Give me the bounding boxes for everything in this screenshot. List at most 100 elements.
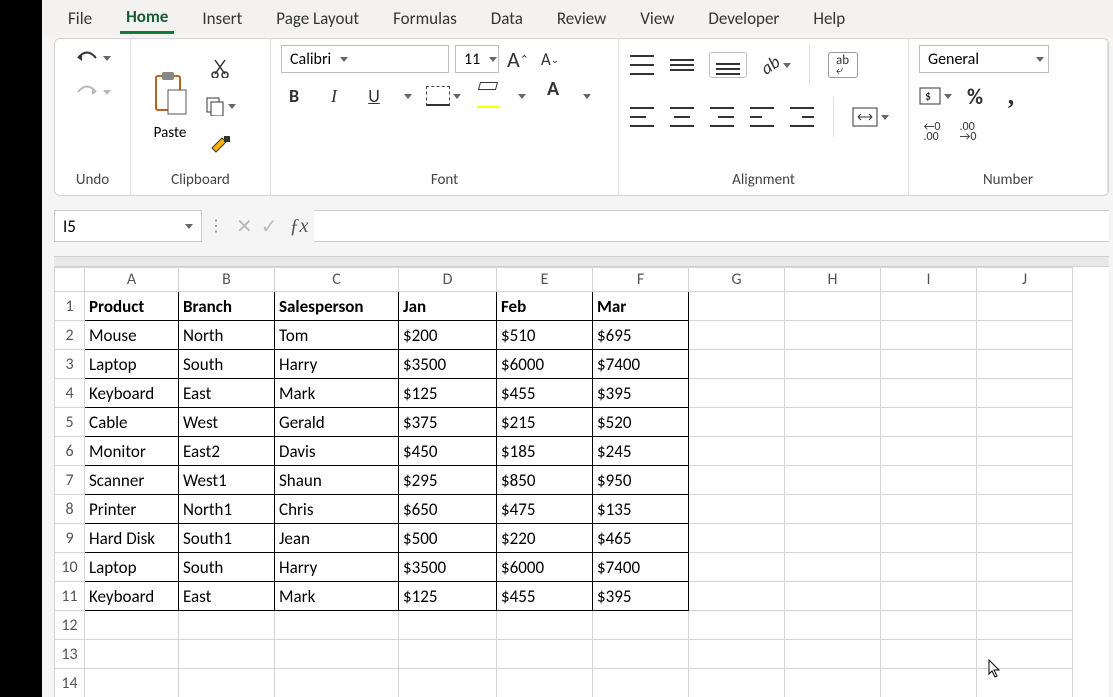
cell-B2[interactable]: North (179, 321, 275, 350)
cell-D5[interactable]: $375 (399, 408, 497, 437)
col-header-I[interactable]: I (881, 268, 977, 292)
menu-view[interactable]: View (634, 4, 680, 33)
cell-H8[interactable] (785, 495, 881, 524)
cell-B13[interactable] (179, 640, 275, 669)
redo-button[interactable] (74, 79, 111, 105)
cell-G1[interactable] (689, 292, 785, 321)
cell-E7[interactable]: $850 (497, 466, 593, 495)
cell-B1[interactable]: Branch (179, 292, 275, 321)
cell-I3[interactable] (881, 350, 977, 379)
accept-formula-icon[interactable]: ✓ (261, 214, 278, 239)
cell-G14[interactable] (689, 669, 785, 697)
row-header-4[interactable]: 4 (55, 379, 85, 408)
cell-G5[interactable] (689, 408, 785, 437)
cell-E10[interactable]: $6000 (497, 553, 593, 582)
align-left-button[interactable] (629, 104, 655, 130)
cell-G12[interactable] (689, 611, 785, 640)
cell-B3[interactable]: South (179, 350, 275, 379)
cell-G8[interactable] (689, 495, 785, 524)
cell-G11[interactable] (689, 582, 785, 611)
cell-E9[interactable]: $220 (497, 524, 593, 553)
cell-J9[interactable] (977, 524, 1073, 553)
cell-E2[interactable]: $510 (497, 321, 593, 350)
menu-file[interactable]: File (62, 4, 98, 33)
menu-insert[interactable]: Insert (196, 4, 248, 33)
cell-D11[interactable]: $125 (399, 582, 497, 611)
row-header-8[interactable]: 8 (55, 495, 85, 524)
row-header-7[interactable]: 7 (55, 466, 85, 495)
cell-A13[interactable] (85, 640, 179, 669)
cut-button[interactable] (208, 55, 234, 81)
cell-F8[interactable]: $135 (593, 495, 689, 524)
cell-A8[interactable]: Printer (85, 495, 179, 524)
paste-button[interactable]: Paste (141, 70, 199, 142)
menu-page-layout[interactable]: Page Layout (270, 4, 365, 33)
col-header-F[interactable]: F (593, 268, 689, 292)
cell-H14[interactable] (785, 669, 881, 697)
cell-B7[interactable]: West1 (179, 466, 275, 495)
cell-F11[interactable]: $395 (593, 582, 689, 611)
col-header-C[interactable]: C (275, 268, 399, 292)
cell-A12[interactable] (85, 611, 179, 640)
cell-I7[interactable] (881, 466, 977, 495)
cell-A14[interactable] (85, 669, 179, 697)
cell-G10[interactable] (689, 553, 785, 582)
cell-J4[interactable] (977, 379, 1073, 408)
bold-button[interactable]: B (281, 83, 307, 109)
menu-data[interactable]: Data (485, 4, 529, 33)
font-color-button[interactable]: A (540, 84, 566, 108)
italic-button[interactable]: I (321, 83, 347, 109)
cell-E6[interactable]: $185 (497, 437, 593, 466)
cell-A2[interactable]: Mouse (85, 321, 179, 350)
cell-I11[interactable] (881, 582, 977, 611)
fx-icon[interactable]: ƒx (290, 215, 309, 238)
font-name-combo[interactable]: Calibri (281, 45, 449, 73)
cell-H5[interactable] (785, 408, 881, 437)
menu-review[interactable]: Review (551, 4, 612, 33)
cell-C3[interactable]: Harry (275, 350, 399, 379)
menu-help[interactable]: Help (807, 4, 851, 33)
shrink-font-button[interactable]: A⌄ (537, 46, 563, 72)
cell-D7[interactable]: $295 (399, 466, 497, 495)
cell-F10[interactable]: $7400 (593, 553, 689, 582)
cell-A9[interactable]: Hard Disk (85, 524, 179, 553)
cell-C14[interactable] (275, 669, 399, 697)
cell-I12[interactable] (881, 611, 977, 640)
cell-F14[interactable] (593, 669, 689, 697)
cell-B6[interactable]: East2 (179, 437, 275, 466)
number-format-combo[interactable]: General (919, 45, 1049, 73)
cell-J11[interactable] (977, 582, 1073, 611)
cell-G9[interactable] (689, 524, 785, 553)
cell-C12[interactable] (275, 611, 399, 640)
cell-I10[interactable] (881, 553, 977, 582)
cell-I5[interactable] (881, 408, 977, 437)
decrease-indent-button[interactable] (749, 104, 775, 130)
cell-C13[interactable] (275, 640, 399, 669)
row-header-5[interactable]: 5 (55, 408, 85, 437)
cell-D12[interactable] (399, 611, 497, 640)
font-size-combo[interactable]: 11 (455, 45, 499, 73)
cell-H12[interactable] (785, 611, 881, 640)
cell-D3[interactable]: $3500 (399, 350, 497, 379)
grow-font-button[interactable]: A⌃ (505, 46, 531, 72)
row-header-1[interactable]: 1 (55, 292, 85, 321)
cell-A4[interactable]: Keyboard (85, 379, 179, 408)
cell-B5[interactable]: West (179, 408, 275, 437)
cell-I13[interactable] (881, 640, 977, 669)
cell-E12[interactable] (497, 611, 593, 640)
cell-E11[interactable]: $455 (497, 582, 593, 611)
cell-H10[interactable] (785, 553, 881, 582)
increase-indent-button[interactable] (789, 104, 815, 130)
cell-C10[interactable]: Harry (275, 553, 399, 582)
cell-C7[interactable]: Shaun (275, 466, 399, 495)
cell-H9[interactable] (785, 524, 881, 553)
cell-C11[interactable]: Mark (275, 582, 399, 611)
fill-color-button[interactable] (475, 84, 501, 108)
cell-G13[interactable] (689, 640, 785, 669)
cell-F3[interactable]: $7400 (593, 350, 689, 379)
cell-B10[interactable]: South (179, 553, 275, 582)
cell-H1[interactable] (785, 292, 881, 321)
cell-H4[interactable] (785, 379, 881, 408)
col-header-G[interactable]: G (689, 268, 785, 292)
cell-G7[interactable] (689, 466, 785, 495)
